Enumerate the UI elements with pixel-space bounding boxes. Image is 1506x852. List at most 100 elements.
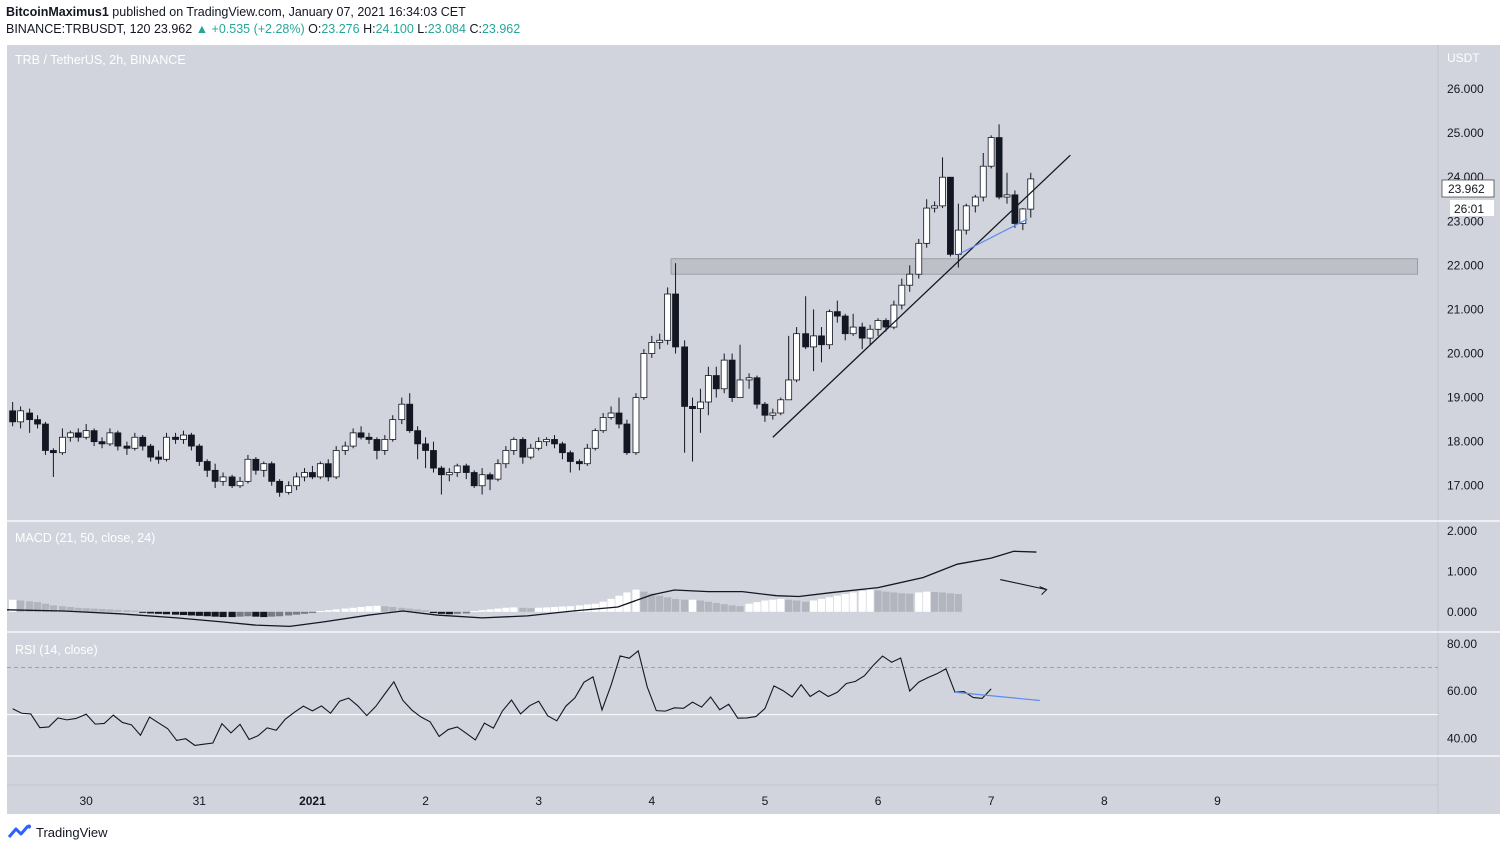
macd-histogram-bar (437, 611, 445, 614)
macd-histogram-bar (219, 611, 227, 618)
tradingview-brand[interactable]: TradingView (8, 824, 108, 840)
time-tick-label: 31 (193, 794, 207, 808)
open-value: 23.276 (321, 22, 360, 36)
macd-histogram-bar (550, 606, 559, 612)
macd-histogram-bar (681, 599, 689, 612)
macd-histogram-bar (938, 592, 947, 612)
candle-up (293, 476, 300, 487)
rsi-axis: 40.00 60.00 80.00 (1447, 637, 1477, 745)
candle-down (566, 452, 574, 462)
macd-histogram-bar (203, 611, 211, 617)
candle-down (833, 311, 841, 317)
candle-down (26, 412, 34, 421)
macd-histogram-bar (90, 608, 98, 612)
candle-down (486, 474, 494, 480)
rsi-tick-label: 40.00 (1447, 731, 1477, 745)
candle-up (163, 436, 170, 460)
macd-histogram-bar (890, 592, 898, 612)
macd-histogram-bar (228, 611, 236, 618)
candle-down (422, 443, 429, 451)
candle-up (1019, 208, 1027, 224)
candle-down (947, 176, 954, 255)
candle-up (219, 476, 227, 482)
published-text: published on TradingView.com, January 07… (112, 5, 466, 19)
macd-histogram-bar (49, 605, 57, 612)
candle-up (591, 430, 599, 449)
macd-histogram-bar (332, 609, 340, 612)
candle-up (906, 273, 914, 286)
macd-histogram-bar (583, 604, 591, 612)
price-axis-bg (1438, 45, 1500, 814)
candle-down (42, 423, 49, 451)
macd-histogram-bar (9, 599, 17, 612)
candle-up (849, 326, 857, 335)
candle-up (632, 397, 640, 454)
candle-down (882, 320, 890, 328)
candle-down (462, 465, 470, 473)
candle-up (971, 196, 979, 207)
macd-histogram-bar (26, 601, 34, 612)
candle-up (180, 434, 187, 440)
candle-down (1011, 194, 1019, 224)
macd-histogram-bar (906, 593, 914, 612)
macd-histogram-bar (671, 598, 680, 612)
candle-up (341, 445, 349, 451)
macd-histogram-bar (252, 611, 260, 617)
candle-up (398, 403, 406, 421)
macd-histogram-bar (915, 592, 923, 612)
candle-up (607, 412, 615, 418)
macd-histogram-bar (712, 602, 720, 612)
candle-down (841, 315, 849, 335)
candle-down (761, 403, 769, 416)
price-divergence-line (958, 218, 1028, 255)
support-zone-rect (670, 258, 1419, 275)
macd-histogram-bar (599, 601, 607, 612)
time-tick-label: 8 (1101, 794, 1108, 808)
candle-up (236, 480, 244, 487)
macd-histogram-bar (809, 600, 818, 612)
candle-up (1027, 178, 1035, 210)
macd-tick-label: 1.000 (1447, 564, 1477, 578)
macd-histogram-bar (398, 607, 406, 612)
macd-histogram-bar (494, 608, 502, 612)
candle-down (753, 377, 761, 405)
rsi-line (12, 649, 992, 746)
candle-down (357, 432, 365, 438)
candle-up (445, 472, 453, 476)
chart-background (7, 45, 1438, 814)
candle-up (599, 417, 607, 432)
candle-up (349, 432, 357, 447)
candle-down (203, 461, 211, 471)
candle-down (309, 472, 316, 478)
candle-up (478, 474, 486, 487)
macd-histogram-bar (802, 601, 810, 612)
macd-histogram-bar (785, 599, 793, 612)
time-tick-label: 7 (988, 794, 995, 808)
candle-up (17, 410, 24, 423)
macd-histogram-bar (453, 611, 461, 614)
candle-up (131, 436, 139, 449)
macd-histogram-bar (82, 608, 90, 612)
candle-up (543, 439, 550, 443)
macd-histogram-bar (147, 611, 155, 614)
macd-histogram-bar (308, 611, 317, 614)
author-name: BitcoinMaximus1 (6, 5, 109, 19)
candle-up (583, 447, 591, 465)
macd-pane-title: MACD (21, 50, close, 24) (15, 531, 155, 545)
candle-up (939, 176, 946, 207)
candle-down (802, 333, 810, 348)
macd-histogram-bar (736, 606, 744, 612)
price-tick-label: 21.000 (1447, 302, 1484, 316)
macd-histogram-bar (114, 609, 122, 612)
close-value: 23.962 (481, 22, 521, 36)
candle-up (656, 339, 664, 343)
countdown-label: 26:01 (1454, 202, 1484, 216)
macd-histogram-bar (406, 608, 414, 612)
macd-histogram-bar (292, 611, 301, 615)
candle-up (931, 205, 939, 209)
macd-histogram-bar (98, 608, 106, 612)
candle-up (332, 450, 340, 478)
macd-histogram-bar (656, 595, 664, 612)
macd-histogram-bar (558, 606, 567, 612)
